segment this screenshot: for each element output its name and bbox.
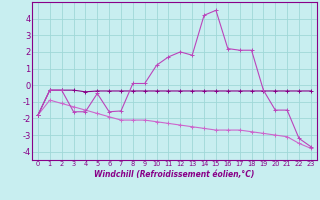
X-axis label: Windchill (Refroidissement éolien,°C): Windchill (Refroidissement éolien,°C)	[94, 170, 255, 179]
